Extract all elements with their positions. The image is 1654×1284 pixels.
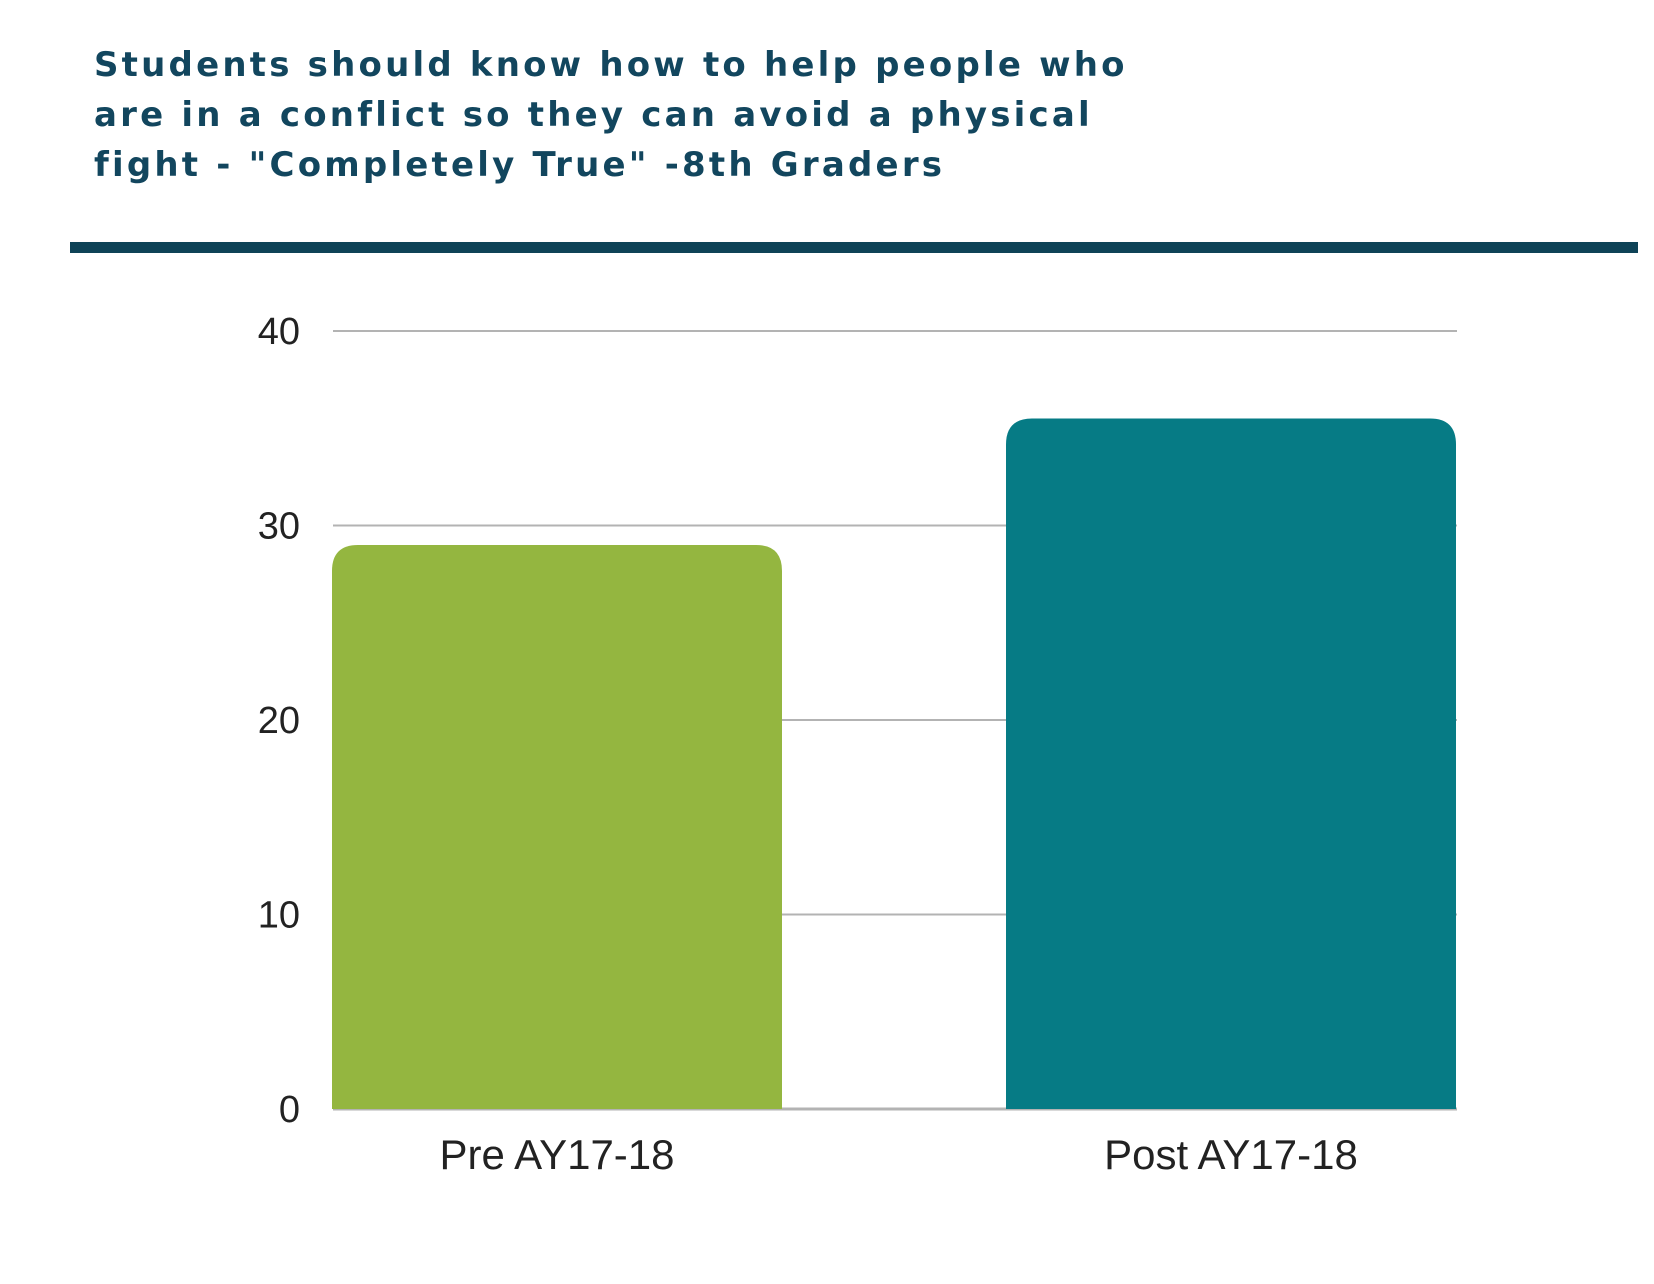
y-tick-label-10: 10: [258, 895, 300, 937]
x-category-label-post-ay17-18: Post AY17-18: [1104, 1131, 1358, 1178]
bar-pre-ay17-18: [332, 544, 782, 1109]
y-tick-label-40: 40: [258, 311, 300, 353]
x-axis-category-labels: Pre AY17-18 Post AY17-18: [439, 1131, 1357, 1178]
chart-title: Students should know how to help people …: [94, 40, 1128, 190]
chart-title-line-1: Students should know how to help people …: [94, 45, 1128, 85]
y-axis-tick-labels: 0 10 20 30 40: [258, 311, 300, 1131]
chart-title-line-2: are in a conflict so they can avoid a ph…: [94, 95, 1093, 135]
chart-title-line-3: fight - "Completely True" -8th Graders: [94, 145, 946, 185]
y-tick-label-20: 20: [258, 700, 300, 742]
x-category-label-pre-ay17-18: Pre AY17-18: [439, 1131, 674, 1178]
title-divider: [70, 242, 1638, 253]
y-tick-label-30: 30: [258, 506, 300, 548]
y-tick-label-0: 0: [279, 1089, 300, 1131]
bars: [332, 418, 1456, 1109]
bar-post-ay17-18: [1006, 418, 1456, 1109]
